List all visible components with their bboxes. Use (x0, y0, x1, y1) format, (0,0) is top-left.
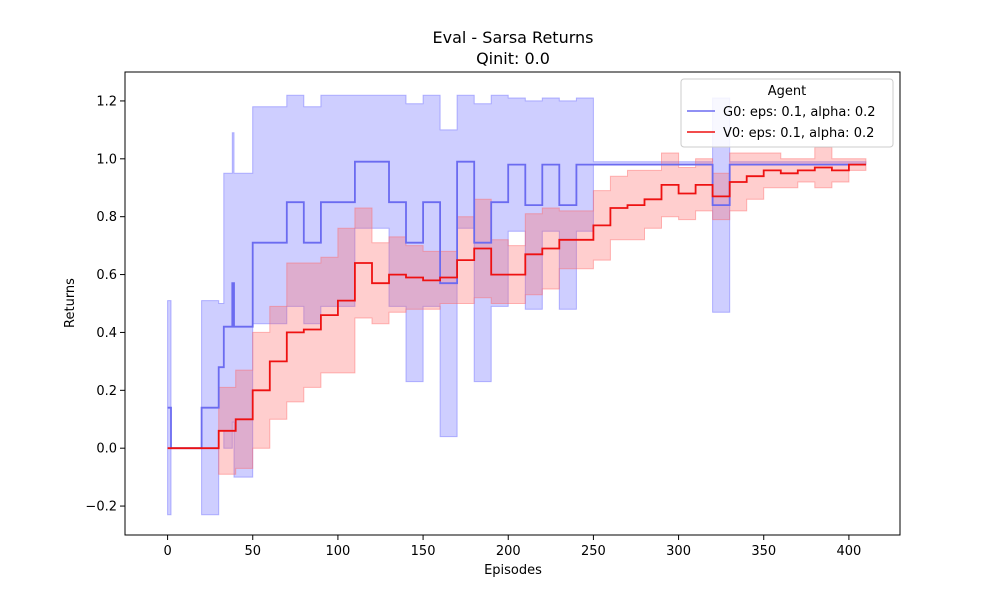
confidence-bands (167, 94, 867, 516)
y-tick-label: 0.4 (96, 326, 117, 341)
y-tick-label: 0.0 (96, 442, 117, 457)
x-tick-label: 50 (244, 544, 261, 559)
legend-box (680, 78, 894, 148)
x-axis-title: Episodes (484, 563, 542, 578)
band-v0 (167, 146, 867, 475)
y-axis-title: Returns (63, 278, 78, 328)
series-line-g0 (167, 160, 866, 450)
x-tick-label: 300 (666, 544, 691, 559)
y-tick-label: 1.0 (96, 152, 117, 167)
legend-label-g0: G0: eps: 0.1, alpha: 0.2 (723, 105, 876, 120)
x-tick-label: 200 (496, 544, 521, 559)
y-tick-label: −0.2 (85, 500, 117, 515)
chart-subtitle: Qinit: 0.0 (476, 49, 550, 68)
x-tick-label: 400 (836, 544, 861, 559)
x-axis: 0 50 100 150 200 250 300 350 400 (163, 535, 861, 559)
x-tick-label: 0 (163, 544, 171, 559)
y-tick-label: 1.2 (96, 94, 117, 109)
x-tick-label: 100 (325, 544, 350, 559)
series-line-v0 (167, 163, 866, 450)
x-tick-label: 350 (751, 544, 776, 559)
series-lines (167, 160, 866, 450)
x-tick-label: 250 (581, 544, 606, 559)
y-axis: −0.2 0.0 0.2 0.4 0.6 0.8 1.0 1.2 (85, 94, 125, 515)
legend: Agent G0: eps: 0.1, alpha: 0.2 V0: eps: … (680, 78, 894, 148)
x-tick-label: 150 (411, 544, 436, 559)
plot-frame (124, 71, 901, 536)
chart-title: Eval - Sarsa Returns (433, 28, 594, 47)
legend-label-v0: V0: eps: 0.1, alpha: 0.2 (723, 126, 874, 141)
y-tick-label: 0.6 (96, 268, 117, 283)
y-tick-label: 0.8 (96, 210, 117, 225)
legend-title: Agent (768, 84, 806, 99)
y-tick-label: 0.2 (96, 384, 117, 399)
